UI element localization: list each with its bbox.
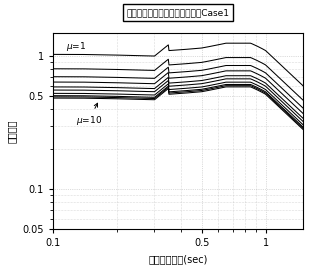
Text: 近鉄・京都線（東寺～笹田）　Case1: 近鉄・京都線（東寺～笹田） Case1 [126,8,229,17]
Text: $\mu$=10: $\mu$=10 [76,103,102,127]
Text: $\mu$=1: $\mu$=1 [66,40,86,53]
Y-axis label: 降伏震度: 降伏震度 [7,119,17,143]
X-axis label: 等価固有周期(sec): 等価固有周期(sec) [148,254,208,264]
